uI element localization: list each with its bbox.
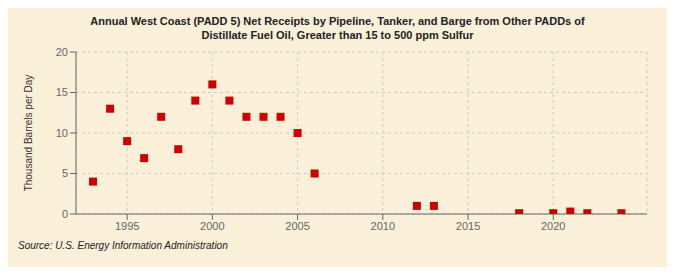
svg-text:2020: 2020 [541, 220, 565, 232]
svg-text:2005: 2005 [285, 220, 309, 232]
html-text:Distillate Fuel Oil, Greater t: Distillate Fuel Oil, Greater than 15 to … [201, 29, 474, 41]
svg-text:15: 15 [56, 86, 68, 98]
svg-text:10: 10 [56, 127, 68, 139]
svg-text:2010: 2010 [371, 220, 395, 232]
svg-text:0: 0 [62, 208, 68, 220]
html-text:Annual West Coast (PADD 5) Net: Annual West Coast (PADD 5) Net Receipts … [90, 15, 585, 27]
html-text:Source: U.S. Energy Informatio: Source: U.S. Energy Information Administ… [18, 240, 228, 251]
svg-text:20: 20 [56, 46, 68, 58]
svg-text:1995: 1995 [115, 220, 139, 232]
svg-text:5: 5 [62, 167, 68, 179]
svg-text:2015: 2015 [456, 220, 480, 232]
svg-text:Thousand Barrels per Day: Thousand Barrels per Day [23, 75, 34, 192]
svg-text:2000: 2000 [200, 220, 224, 232]
